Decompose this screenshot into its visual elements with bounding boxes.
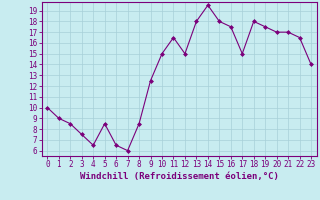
X-axis label: Windchill (Refroidissement éolien,°C): Windchill (Refroidissement éolien,°C)	[80, 172, 279, 181]
